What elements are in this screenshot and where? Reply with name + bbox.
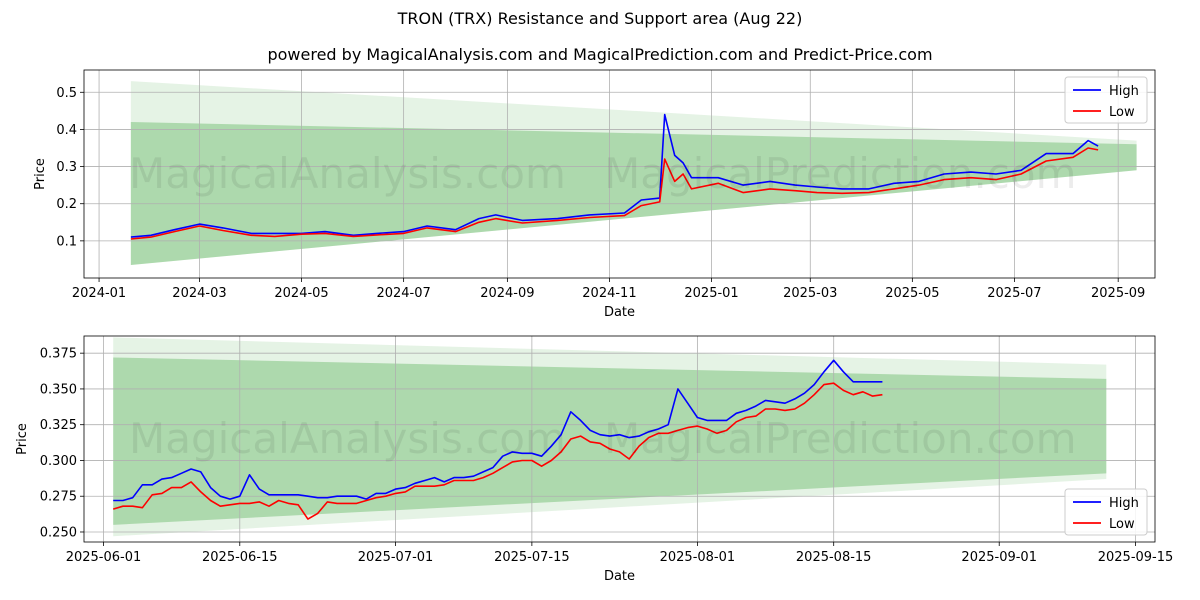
legend: High Low (1064, 488, 1148, 536)
x-tick-label: 2025-07-15 (494, 550, 570, 565)
y-tick-label: 0.4 (56, 123, 77, 138)
y-tick-label: 0.375 (40, 347, 77, 362)
x-tick-label: 2024-07 (376, 286, 430, 301)
legend-label-high: High (1109, 84, 1139, 99)
legend-label-high: High (1109, 496, 1139, 511)
x-tick-label: 2024-03 (172, 286, 226, 301)
x-tick-label: 2025-08-15 (796, 550, 872, 565)
x-tick-label: 2025-08-01 (660, 550, 736, 565)
x-tick-label: 2025-05 (885, 286, 939, 301)
chart-subtitle: powered by MagicalAnalysis.com and Magic… (267, 45, 933, 64)
legend-label-low: Low (1109, 105, 1135, 120)
x-tick-label: 2025-09 (1091, 286, 1145, 301)
legend: High Low (1064, 76, 1148, 124)
watermark-analysis: MagicalAnalysis.com (129, 149, 566, 198)
x-tick-label: 2025-06-15 (202, 550, 278, 565)
support-resistance-band-2 (113, 357, 1107, 525)
series-line-low (130, 147, 1099, 240)
y-tick-label: 0.325 (40, 418, 77, 433)
chart-panel-2: 2025-06-01 2025-06-15 2025-07-01 2025-07-15… (15, 335, 1174, 584)
x-axis-label: Date (604, 305, 635, 320)
x-axis-label: Date (604, 569, 635, 584)
watermark-analysis: MagicalAnalysis.com (129, 414, 566, 463)
legend-label-low: Low (1109, 517, 1135, 532)
y-tick-label: 0.350 (40, 382, 77, 397)
x-tick-label: 2024-05 (274, 286, 328, 301)
y-tick-label: 0.5 (56, 86, 77, 101)
y-tick-label: 0.300 (40, 454, 77, 469)
x-tick-label: 2024-11 (582, 286, 636, 301)
support-resistance-band-2 (130, 122, 1137, 265)
plot-frame (83, 69, 1156, 279)
y-tick-label: 0.2 (56, 197, 77, 212)
x-tick-label: 2025-01 (684, 286, 738, 301)
watermark-prediction: MagicalPrediction.com (604, 149, 1077, 198)
x-tick-label: 2024-09 (480, 286, 534, 301)
support-resistance-band-1 (130, 81, 1137, 266)
x-tick-label: 2025-07-01 (358, 550, 434, 565)
x-tick-label: 2025-09-15 (1098, 550, 1174, 565)
y-tick-label: 0.275 (40, 490, 77, 505)
y-tick-label: 0.250 (40, 525, 77, 540)
series-line-high (113, 359, 883, 502)
plot-frame (83, 335, 1156, 543)
y-axis-label: Price (15, 423, 30, 455)
y-axis-label: Price (33, 158, 48, 190)
x-tick-label: 2024-01 (72, 286, 126, 301)
x-tick-label: 2025-07 (987, 286, 1041, 301)
y-tick-label: 0.1 (56, 234, 77, 249)
x-tick-label: 2025-06-01 (66, 550, 142, 565)
x-tick-label: 2025-03 (783, 286, 837, 301)
chart-title: TRON (TRX) Resistance and Support area (… (397, 9, 803, 28)
y-tick-label: 0.3 (56, 160, 77, 175)
chart-panel-1: 2024-01 2024-03 2024-05 2024-07 2024-09 2024-… (33, 69, 1156, 320)
watermark-prediction: MagicalPrediction.com (604, 414, 1077, 463)
x-tick-label: 2025-09-01 (961, 550, 1037, 565)
series-line-low (112, 382, 883, 520)
